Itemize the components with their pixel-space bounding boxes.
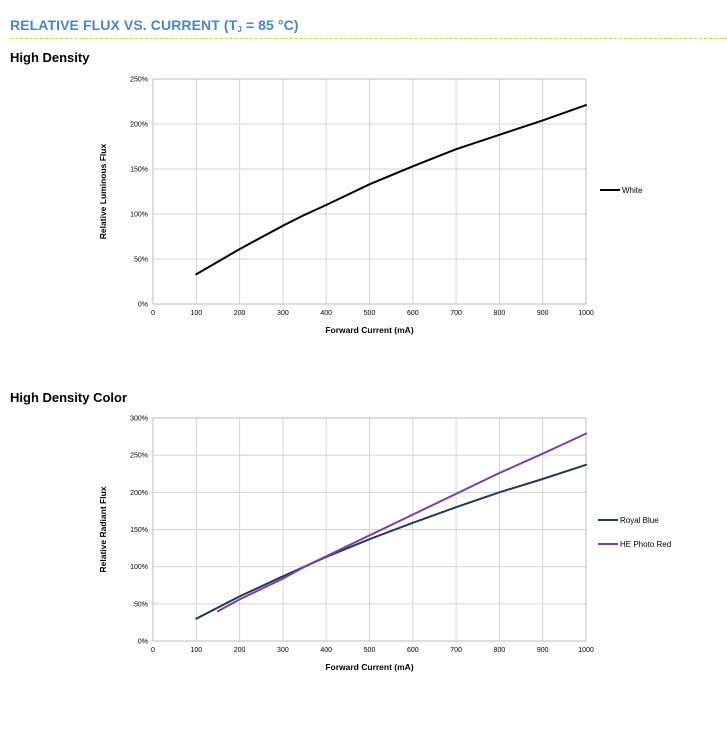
series-line-he-photo-red — [216, 432, 587, 613]
x-tick-label: 700 — [450, 310, 462, 317]
x-tick-label: 1000 — [578, 647, 594, 654]
page-header-title: RELATIVE FLUX VS. CURRENT (TJ = 85 °C) — [10, 17, 299, 34]
x-tick-label: 500 — [364, 310, 376, 317]
x-tick-label: 300 — [277, 310, 289, 317]
legend-label: White — [622, 186, 643, 195]
x-tick-label: 100 — [190, 647, 202, 654]
x-tick-label: 0 — [151, 647, 155, 654]
x-tick-label: 300 — [277, 647, 289, 654]
y-tick-label: 50% — [134, 257, 148, 264]
chart-high-density-color: 0 100 200 300 400 500 600 700 800 900 1000 0% 50% 100… — [98, 416, 671, 673]
y-tick-label: 150% — [130, 167, 148, 174]
x-tick-label: 0 — [151, 310, 155, 317]
x-tick-label: 900 — [537, 647, 549, 654]
y-tick-label: 200% — [130, 490, 148, 497]
header-title-prefix: RELATIVE FLUX VS. CURRENT (T — [10, 17, 238, 33]
y-tick-label: 200% — [130, 122, 148, 129]
y-tick-label: 0% — [138, 302, 148, 309]
x-tick-label: 200 — [234, 310, 246, 317]
y-tick-label: 150% — [130, 527, 148, 534]
legend-label: HE Photo Red — [620, 540, 671, 549]
header-divider — [10, 38, 727, 39]
x-tick-label: 700 — [450, 647, 462, 654]
legend-label: Royal Blue — [620, 516, 659, 525]
x-tick-label: 200 — [234, 647, 246, 654]
chart-high-density: 0 100 200 300 400 500 600 700 800 900 1000 0% 50% 100… — [98, 77, 643, 336]
x-tick-label: 800 — [494, 310, 506, 317]
y-axis-label: Relative Luminous Flux — [98, 144, 108, 240]
chart-2-title: High Density Color — [10, 390, 128, 405]
x-tick-label: 1000 — [578, 310, 594, 317]
x-tick-label: 600 — [407, 647, 419, 654]
x-axis-label: Forward Current (mA) — [325, 662, 413, 672]
y-tick-label: 300% — [130, 416, 148, 423]
x-axis-label: Forward Current (mA) — [325, 325, 413, 335]
x-tick-label: 100 — [190, 310, 202, 317]
y-tick-label: 100% — [130, 564, 148, 571]
x-tick-label: 400 — [320, 647, 332, 654]
y-tick-label: 50% — [134, 601, 148, 608]
x-tick-label: 900 — [537, 310, 549, 317]
y-tick-label: 250% — [130, 453, 148, 460]
y-tick-label: 0% — [138, 639, 148, 646]
y-tick-label: 100% — [130, 212, 148, 219]
y-axis-label: Relative Radiant Flux — [98, 486, 108, 572]
series-line-white — [195, 104, 587, 276]
plot-area-frame — [152, 78, 587, 305]
x-tick-label: 800 — [494, 647, 506, 654]
x-tick-label: 600 — [407, 310, 419, 317]
series-line-royal-blue — [195, 463, 587, 620]
y-tick-label: 250% — [130, 77, 148, 84]
plot-area-frame — [152, 417, 587, 642]
x-tick-label: 400 — [320, 310, 332, 317]
header-title-subscript: J — [237, 25, 242, 34]
x-tick-label: 500 — [364, 647, 376, 654]
header-title-suffix: = 85 °C) — [241, 17, 299, 33]
chart-1-title: High Density — [10, 50, 90, 65]
